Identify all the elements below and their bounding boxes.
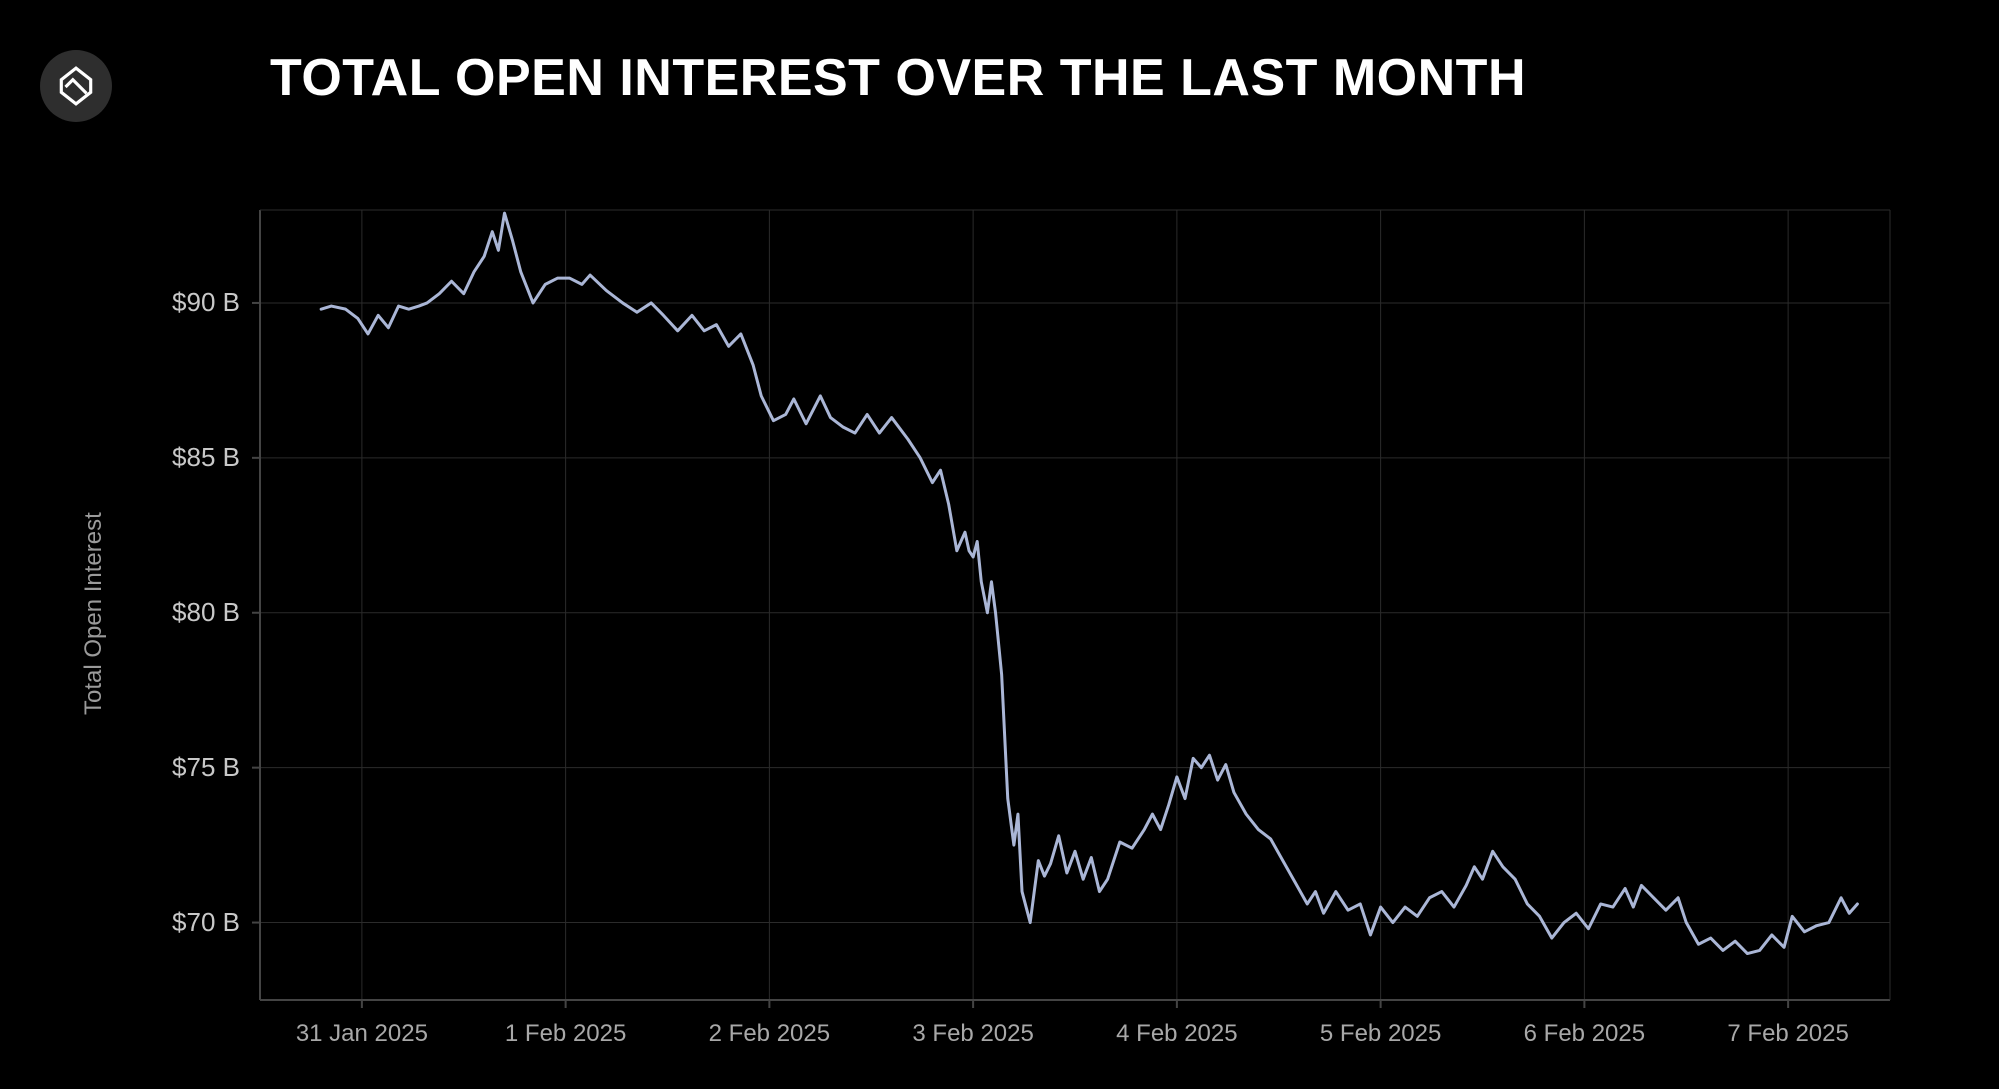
chart-container <box>70 200 1930 1040</box>
x-tick-label: 1 Feb 2025 <box>476 1020 656 1048</box>
x-tick-label: 31 Jan 2025 <box>272 1020 452 1048</box>
y-tick-label: $80 B <box>150 597 240 628</box>
x-tick-label: 7 Feb 2025 <box>1698 1020 1878 1048</box>
y-tick-label: $85 B <box>150 442 240 473</box>
page-root: TOTAL OPEN INTEREST OVER THE LAST MONTH … <box>0 0 1999 1089</box>
y-tick-label: $75 B <box>150 752 240 783</box>
x-tick-label: 4 Feb 2025 <box>1087 1020 1267 1048</box>
x-tick-label: 5 Feb 2025 <box>1291 1020 1471 1048</box>
line-chart-svg <box>0 0 1999 1089</box>
y-axis-label: Total Open Interest <box>80 512 108 715</box>
x-tick-label: 3 Feb 2025 <box>883 1020 1063 1048</box>
x-tick-label: 2 Feb 2025 <box>679 1020 859 1048</box>
y-tick-label: $70 B <box>150 907 240 938</box>
x-tick-label: 6 Feb 2025 <box>1494 1020 1674 1048</box>
y-tick-label: $90 B <box>150 287 240 318</box>
